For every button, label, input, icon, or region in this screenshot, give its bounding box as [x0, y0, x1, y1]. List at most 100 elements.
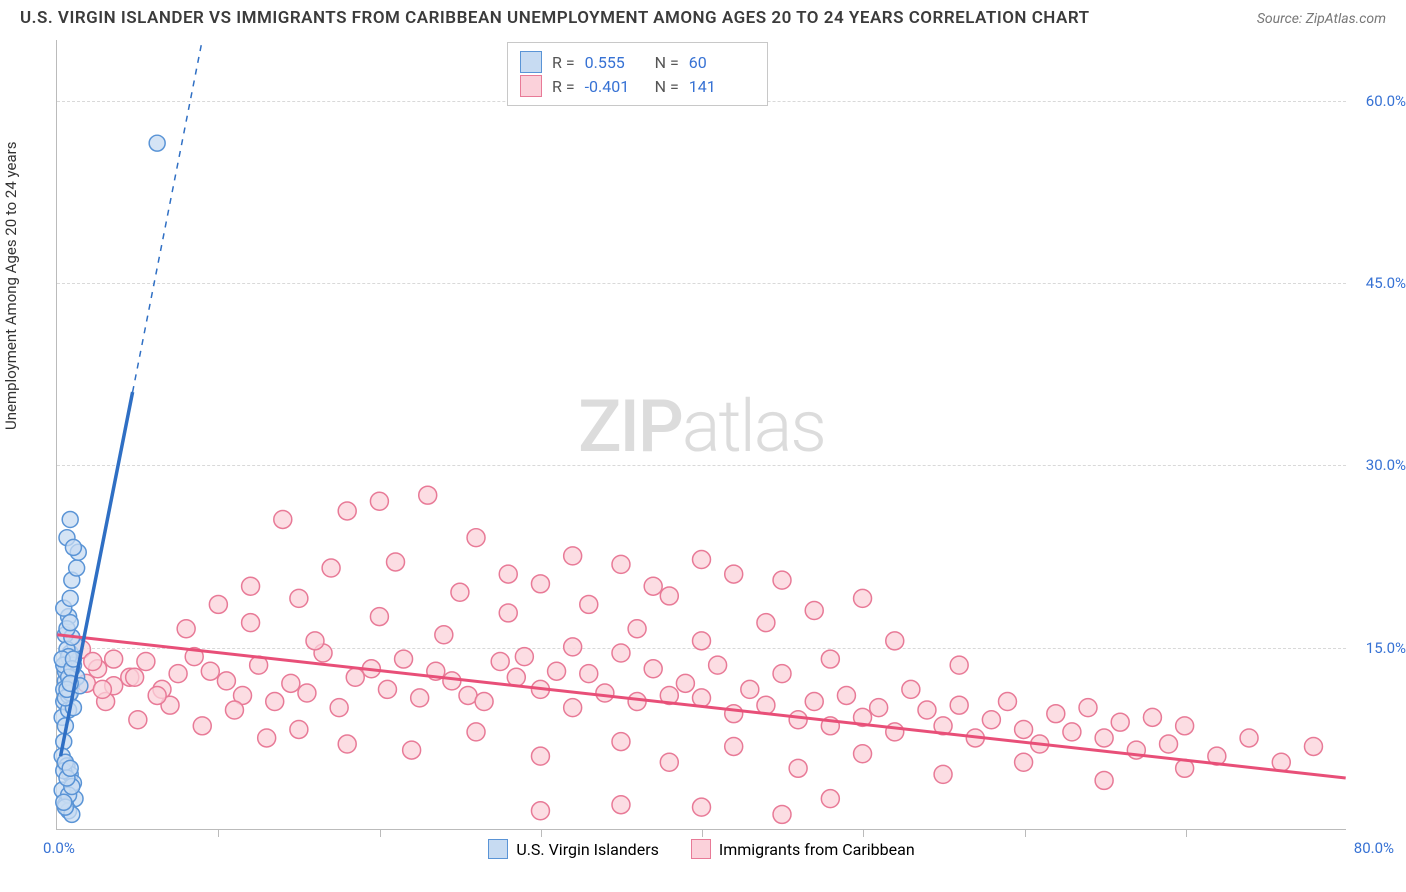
legend-item-pink: Immigrants from Caribbean	[691, 839, 915, 859]
data-point	[837, 686, 855, 704]
series-name-blue: U.S. Virgin Islanders	[516, 840, 659, 859]
data-point	[370, 608, 388, 626]
data-point	[93, 680, 111, 698]
data-point	[531, 747, 549, 765]
data-point	[209, 595, 227, 613]
data-point	[306, 632, 324, 650]
data-point	[1143, 708, 1161, 726]
data-point	[499, 604, 517, 622]
data-point	[580, 595, 598, 613]
x-axis-max-label: 80.0%	[1354, 839, 1394, 857]
data-point	[644, 577, 662, 595]
data-point	[1095, 771, 1113, 789]
data-point	[821, 650, 839, 668]
source-name: ZipAtlas.com	[1306, 11, 1386, 27]
data-point	[491, 653, 509, 671]
y-tick-label: 45.0%	[1366, 274, 1406, 292]
source-attribution: Source: ZipAtlas.com	[1257, 11, 1386, 27]
data-point	[628, 693, 646, 711]
r-label-blue: R =	[552, 53, 575, 72]
x-tick	[218, 829, 219, 837]
data-point	[1015, 720, 1033, 738]
data-point	[789, 711, 807, 729]
data-point	[612, 555, 630, 573]
data-point	[580, 665, 598, 683]
data-point	[129, 711, 147, 729]
y-tick-label: 60.0%	[1366, 92, 1406, 110]
series-legend: U.S. Virgin Islanders Immigrants from Ca…	[57, 839, 1346, 859]
n-label-pink: N =	[655, 77, 679, 96]
y-tick-label: 30.0%	[1366, 456, 1406, 474]
data-point	[934, 765, 952, 783]
data-point	[950, 696, 968, 714]
data-point	[693, 798, 711, 816]
data-point	[725, 737, 743, 755]
data-point	[266, 693, 284, 711]
data-point	[998, 693, 1016, 711]
data-point	[854, 589, 872, 607]
data-point	[1176, 717, 1194, 735]
data-point	[177, 620, 195, 638]
data-point	[338, 735, 356, 753]
title-bar: U.S. VIRGIN ISLANDER VS IMMIGRANTS FROM …	[20, 8, 1386, 28]
data-point	[725, 565, 743, 583]
data-point	[612, 733, 630, 751]
chart-container: U.S. VIRGIN ISLANDER VS IMMIGRANTS FROM …	[0, 0, 1406, 892]
data-point	[274, 510, 292, 528]
data-point	[395, 650, 413, 668]
data-point	[411, 689, 429, 707]
r-label-pink: R =	[552, 77, 575, 96]
data-point	[982, 711, 1000, 729]
data-point	[378, 680, 396, 698]
data-point	[709, 656, 727, 674]
data-point	[242, 614, 260, 632]
y-axis-label: Unemployment Among Ages 20 to 24 years	[2, 142, 20, 430]
data-point	[330, 699, 348, 717]
n-value-pink: 141	[689, 77, 749, 96]
data-point	[65, 539, 81, 555]
data-point	[741, 680, 759, 698]
data-point	[1015, 753, 1033, 771]
data-point	[1079, 699, 1097, 717]
legend-swatch-pink	[520, 75, 542, 97]
data-point	[443, 672, 461, 690]
data-point	[290, 720, 308, 738]
data-point	[193, 717, 211, 735]
data-point	[298, 684, 316, 702]
data-point	[564, 699, 582, 717]
data-point	[531, 575, 549, 593]
data-point	[821, 790, 839, 808]
data-point	[950, 656, 968, 674]
data-point	[548, 662, 566, 680]
chart-title: U.S. VIRGIN ISLANDER VS IMMIGRANTS FROM …	[20, 8, 1090, 28]
data-point	[387, 553, 405, 571]
n-label-blue: N =	[655, 53, 679, 72]
data-point	[660, 587, 678, 605]
data-point	[1047, 705, 1065, 723]
data-point	[918, 701, 936, 719]
data-point	[1240, 729, 1258, 747]
legend-row-blue: R = 0.555 N = 60	[520, 51, 749, 73]
data-point	[1095, 729, 1113, 747]
data-point	[467, 723, 485, 741]
data-point	[676, 674, 694, 692]
x-tick	[863, 829, 864, 837]
data-point	[475, 693, 493, 711]
data-point	[69, 560, 85, 576]
data-point	[499, 565, 517, 583]
data-point	[660, 753, 678, 771]
regression-line-pink	[57, 635, 1345, 778]
data-point	[1272, 753, 1290, 771]
data-point	[612, 644, 630, 662]
data-point	[137, 653, 155, 671]
data-point	[459, 686, 477, 704]
data-point	[346, 668, 364, 686]
data-point	[1111, 713, 1129, 731]
data-point	[773, 665, 791, 683]
data-point	[757, 614, 775, 632]
data-point	[370, 492, 388, 510]
x-tick	[541, 829, 542, 837]
data-point	[84, 653, 102, 671]
x-tick	[380, 829, 381, 837]
data-point	[693, 632, 711, 650]
